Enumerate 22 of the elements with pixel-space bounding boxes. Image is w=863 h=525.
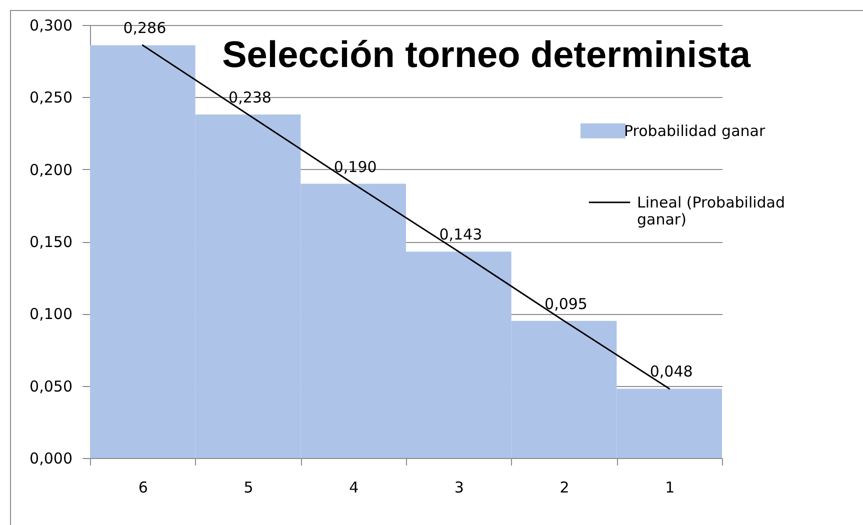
- data-label: 0,286: [123, 19, 166, 38]
- x-tick-label: 4: [349, 478, 359, 496]
- x-tick-label: 1: [665, 478, 675, 496]
- x-tick-label: 6: [138, 478, 148, 496]
- y-tick-label: 0,250: [30, 88, 72, 107]
- x-tick-label: 3: [454, 478, 464, 496]
- data-label: 0,190: [334, 158, 377, 176]
- data-label: 0,095: [544, 294, 588, 313]
- y-tick-label: 0,150: [30, 233, 72, 251]
- y-tick-label: 0,050: [30, 377, 72, 396]
- legend-label: Lineal (Probabilidad ganar): [637, 193, 786, 228]
- x-tick-label: 5: [244, 478, 254, 496]
- y-tick-label: 0,000: [30, 450, 72, 468]
- legend-label: Probabilidad ganar: [624, 122, 766, 140]
- x-tick-label: 2: [560, 478, 570, 496]
- y-tick-label: 0,100: [30, 305, 72, 324]
- y-tick-label: 0,200: [30, 160, 72, 179]
- data-label: 0,048: [650, 362, 693, 381]
- y-tick-label: 0,300: [30, 16, 72, 34]
- chart-title: Selección torneo determinista: [222, 34, 751, 75]
- data-label: 0,143: [439, 226, 482, 244]
- data-label: 0,238: [228, 88, 272, 106]
